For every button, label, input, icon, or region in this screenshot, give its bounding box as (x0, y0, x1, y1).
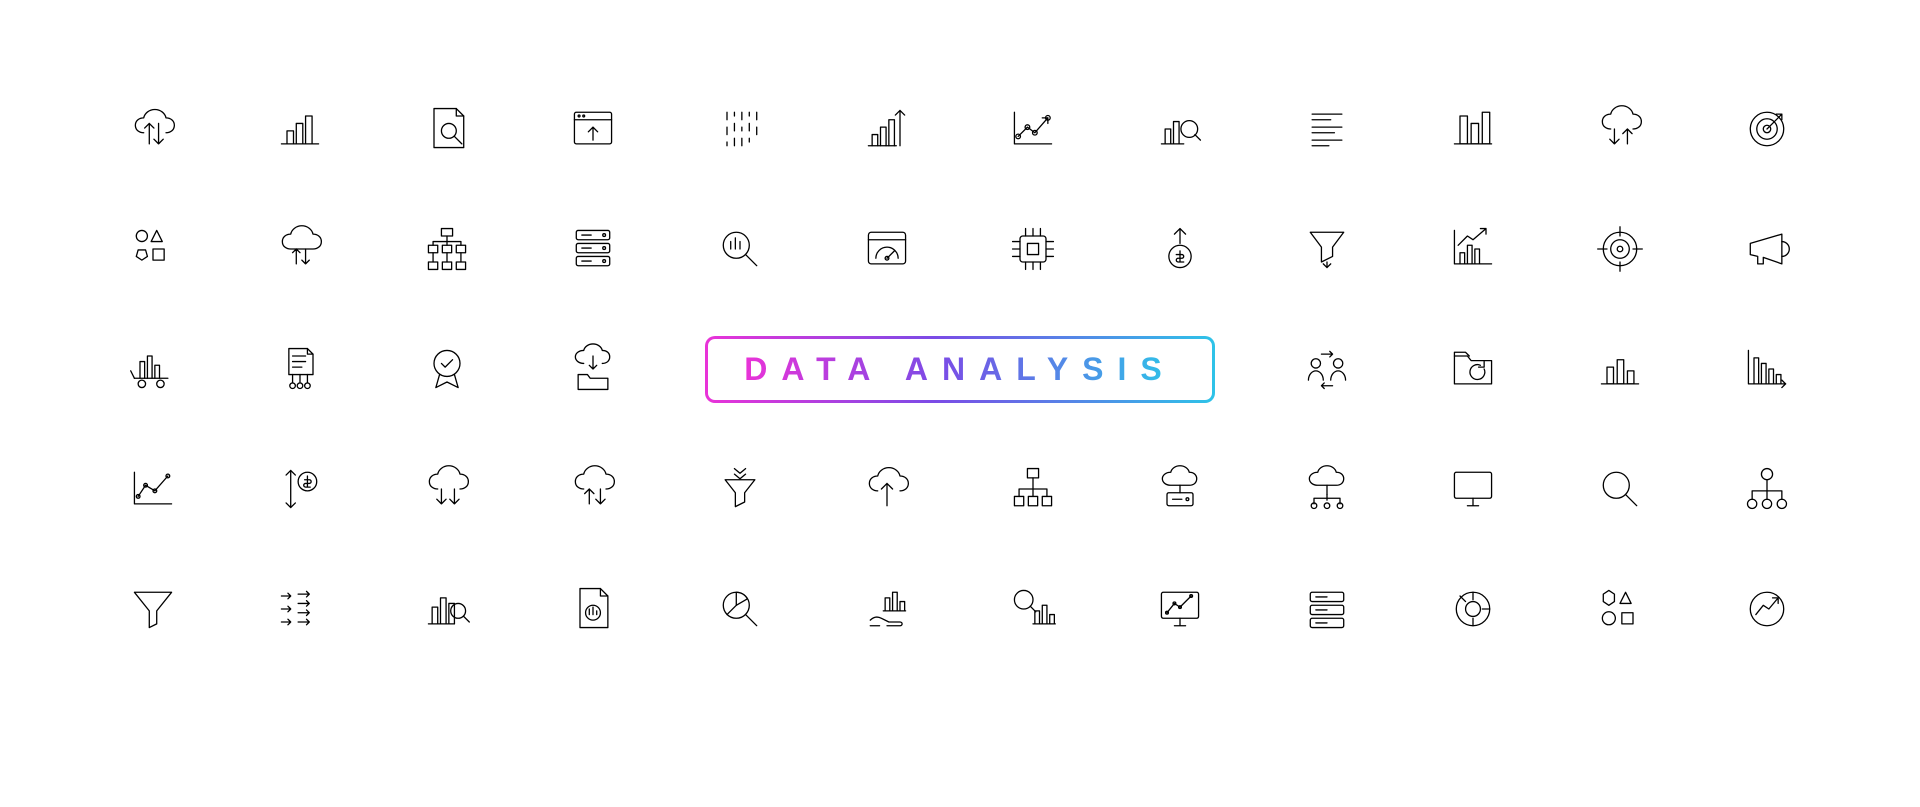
text-lines-short-icon (1253, 69, 1400, 189)
document-flow-icon (227, 309, 374, 429)
search-icon (1547, 429, 1694, 549)
cloud-download-folder-icon (520, 309, 667, 429)
bar-chart-dolly-icon (80, 309, 227, 429)
line-chart-area-icon (80, 429, 227, 549)
document-chart-icon (520, 549, 667, 669)
sitemap-icon (960, 429, 1107, 549)
cloud-arrows-exchange-icon (1547, 69, 1694, 189)
bar-chart-arrow-up-icon (813, 69, 960, 189)
target-crosshair-icon (1547, 189, 1694, 309)
award-check-icon (373, 309, 520, 429)
arrows-right-flow-icon (227, 549, 374, 669)
cloud-network-icon (1253, 429, 1400, 549)
bar-chart-magnify-icon (1107, 69, 1254, 189)
trend-chart-dots-icon (960, 69, 1107, 189)
cloud-up-down-icon (80, 69, 227, 189)
hexagon-shapes-icon (1547, 549, 1694, 669)
cloud-sync-icon (227, 189, 374, 309)
browser-upload-icon (520, 69, 667, 189)
money-arrow-up-icon (1107, 189, 1254, 309)
bar-chart-search-icon (373, 549, 520, 669)
combo-chart-arrow-icon (1400, 189, 1547, 309)
hand-chart-icon (813, 549, 960, 669)
cloud-arrows-both-icon (520, 429, 667, 549)
shapes-set-icon (80, 189, 227, 309)
org-chart-icon (373, 189, 520, 309)
cloud-upload-icon (813, 429, 960, 549)
chart-magnify-icon (667, 189, 814, 309)
title-box: DATA ANALYSIS (705, 336, 1215, 403)
title-text: DATA ANALYSIS (744, 351, 1176, 388)
monitor-chart-icon (1107, 549, 1254, 669)
cloud-arrow-down-both-icon (373, 429, 520, 549)
bar-chart-icon (227, 69, 374, 189)
people-exchange-icon (1253, 309, 1400, 429)
bar-columns-icon (1400, 69, 1547, 189)
target-arrow-icon (1693, 69, 1840, 189)
speedometer-icon (813, 189, 960, 309)
money-arrow-updown-icon (227, 429, 374, 549)
donut-chart-icon (1400, 549, 1547, 669)
cloud-server-icon (1107, 429, 1254, 549)
funnel-chevrons-icon (667, 429, 814, 549)
funnel-icon (80, 549, 227, 669)
bar-chart-small-icon (1547, 309, 1694, 429)
server-stack-icon (520, 189, 667, 309)
pie-magnify-icon (667, 549, 814, 669)
database-stack-icon (1253, 549, 1400, 669)
monitor-icon (1400, 429, 1547, 549)
document-search-icon (373, 69, 520, 189)
cpu-chip-icon (960, 189, 1107, 309)
hierarchy-node-icon (1693, 429, 1840, 549)
search-bar-chart-icon (960, 549, 1107, 669)
funnel-down-icon (1253, 189, 1400, 309)
binary-code-icon (667, 69, 814, 189)
trend-circle-arrow-icon (1693, 549, 1840, 669)
title-container: DATA ANALYSIS (667, 309, 1254, 429)
folder-refresh-icon (1400, 309, 1547, 429)
bar-chart-decrease-icon (1693, 309, 1840, 429)
icon-grid: DATA ANALYSIS (80, 69, 1840, 669)
megaphone-icon (1693, 189, 1840, 309)
